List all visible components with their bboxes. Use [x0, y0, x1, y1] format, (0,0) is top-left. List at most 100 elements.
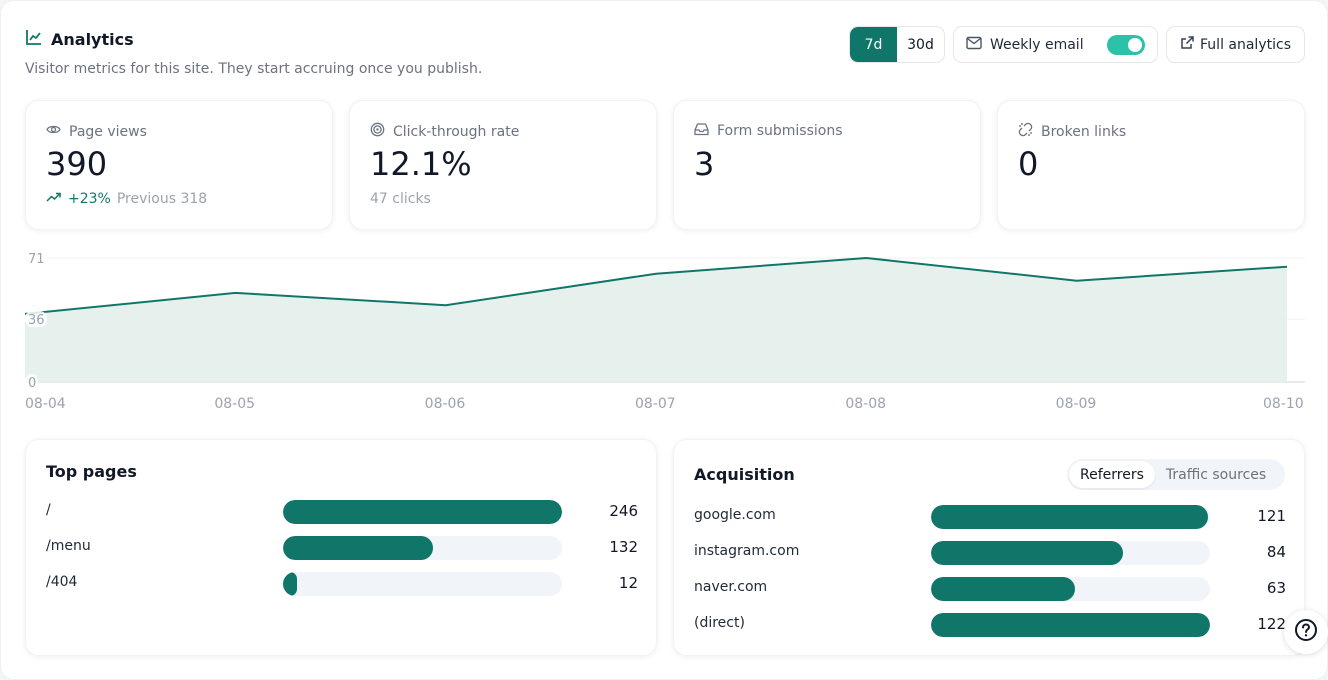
weekly-email-toggle-button[interactable]: Weekly email [953, 26, 1158, 63]
mail-icon [966, 36, 982, 54]
full-analytics-label: Full analytics [1200, 36, 1291, 53]
x-tick-label: 08-05 [214, 396, 256, 412]
range-30d-button[interactable]: 30d [907, 36, 934, 53]
y-tick-background [25, 250, 47, 266]
form-submissions-label-row: Form submissions [694, 122, 843, 140]
help-button[interactable] [1284, 610, 1328, 654]
weekly-email-switch[interactable] [1107, 34, 1145, 55]
tab-traffic-sources[interactable]: Traffic sources [1165, 466, 1267, 483]
row-label: naver.com [694, 579, 768, 595]
ctr-label: Click-through rate [393, 123, 520, 140]
range-selector: 7d 30d [849, 26, 945, 63]
acquisition-title: Acquisition [694, 465, 795, 484]
trending-up-icon [46, 191, 62, 207]
page-subtitle: Visitor metrics for this site. They star… [25, 61, 483, 77]
bar-fill [931, 613, 1210, 637]
target-icon [370, 122, 385, 141]
external-link-icon [1180, 35, 1195, 54]
eye-icon [46, 122, 61, 141]
bar-track [283, 500, 562, 524]
top-pages-panel: Top pages / 246/menu 132/404 12 [25, 439, 657, 656]
y-tick-label: 71 [28, 252, 45, 267]
row-value: 12 [618, 574, 638, 592]
broken-links-value: 0 [1018, 145, 1039, 183]
page-views-trend: +23% Previous 318 [46, 191, 207, 207]
broken-link-icon [1018, 122, 1033, 141]
broken-links-label: Broken links [1041, 123, 1127, 140]
row-value: 121 [1257, 507, 1286, 525]
x-tick-label: 08-08 [845, 396, 887, 412]
switch-knob [1128, 37, 1142, 52]
y-tick-background [25, 311, 47, 328]
row-label: (direct) [694, 615, 745, 631]
row-value: 122 [1257, 615, 1286, 633]
ctr-label-row: Click-through rate [370, 122, 519, 141]
page-views-card: Page views 390 +23% Previous 318 [25, 100, 333, 230]
bar-fill [283, 536, 433, 560]
chart-area-fill [25, 258, 1287, 382]
line-chart-icon [25, 28, 43, 50]
row-value: 246 [609, 502, 638, 520]
ctr-value: 12.1% [370, 145, 472, 183]
y-tick-background [25, 374, 38, 390]
x-tick-label: 08-07 [635, 396, 676, 412]
bar-track [931, 577, 1210, 601]
y-tick-label: 0 [28, 376, 36, 391]
page-views-change: +23% [68, 191, 111, 207]
x-tick-label: 08-09 [1055, 396, 1097, 412]
form-submissions-card: Form submissions 3 [673, 100, 981, 230]
tab-referrers[interactable]: Referrers [1069, 461, 1155, 488]
help-icon [1294, 618, 1318, 646]
y-tick-label: 36 [28, 313, 45, 328]
visitors-area-chart: 71 36 0 [25, 250, 1305, 391]
bar-track [283, 536, 562, 560]
broken-links-card: Broken links 0 [997, 100, 1305, 230]
row-label: /404 [46, 574, 78, 590]
page-views-label: Page views [69, 123, 147, 140]
click-through-card: Click-through rate 12.1% 47 clicks [349, 100, 657, 230]
list-item: /menu 132 [46, 536, 638, 560]
bar-fill [283, 500, 562, 524]
chart-series-line [25, 256, 1288, 315]
top-pages-title: Top pages [46, 462, 137, 481]
full-analytics-button[interactable]: Full analytics [1166, 26, 1305, 63]
page-views-label-row: Page views [46, 122, 147, 141]
row-value: 63 [1266, 579, 1286, 597]
acquisition-tabs: Referrers Traffic sources [1067, 459, 1285, 490]
bar-fill [931, 541, 1124, 565]
bar-track [931, 505, 1210, 529]
bar-track [931, 541, 1210, 565]
acquisition-panel: Acquisition Referrers Traffic sources go… [673, 439, 1305, 656]
list-item: naver.com 63 [694, 577, 1286, 601]
row-value: 132 [609, 538, 638, 556]
row-value: 84 [1266, 543, 1286, 561]
broken-links-label-row: Broken links [1018, 122, 1126, 141]
page-title: Analytics [25, 28, 134, 50]
title-text: Analytics [51, 29, 134, 49]
list-item: (direct) 122 [694, 613, 1286, 637]
list-item: instagram.com 84 [694, 541, 1286, 565]
x-tick-label: 08-06 [424, 396, 466, 412]
range-7d-button[interactable]: 7d [850, 27, 897, 62]
bar-fill [283, 572, 297, 596]
page-views-previous: Previous 318 [116, 191, 208, 207]
list-item: google.com 121 [694, 505, 1286, 529]
ctr-clicks: 47 clicks [370, 191, 431, 207]
form-submissions-label: Form submissions [717, 123, 843, 139]
row-label: /menu [46, 538, 91, 554]
bar-track [283, 572, 562, 596]
x-tick-label: 08-10 [1263, 396, 1304, 412]
inbox-icon [694, 122, 709, 140]
row-label: instagram.com [694, 543, 800, 559]
row-label: google.com [694, 507, 776, 523]
x-tick-label: 08-04 [25, 396, 66, 412]
weekly-email-label: Weekly email [990, 36, 1084, 53]
bar-track [931, 613, 1210, 637]
page-views-value: 390 [46, 145, 108, 183]
row-label: / [46, 502, 51, 518]
bar-fill [931, 577, 1076, 601]
bar-fill [931, 505, 1208, 529]
list-item: /404 12 [46, 572, 638, 596]
form-submissions-value: 3 [694, 145, 715, 183]
